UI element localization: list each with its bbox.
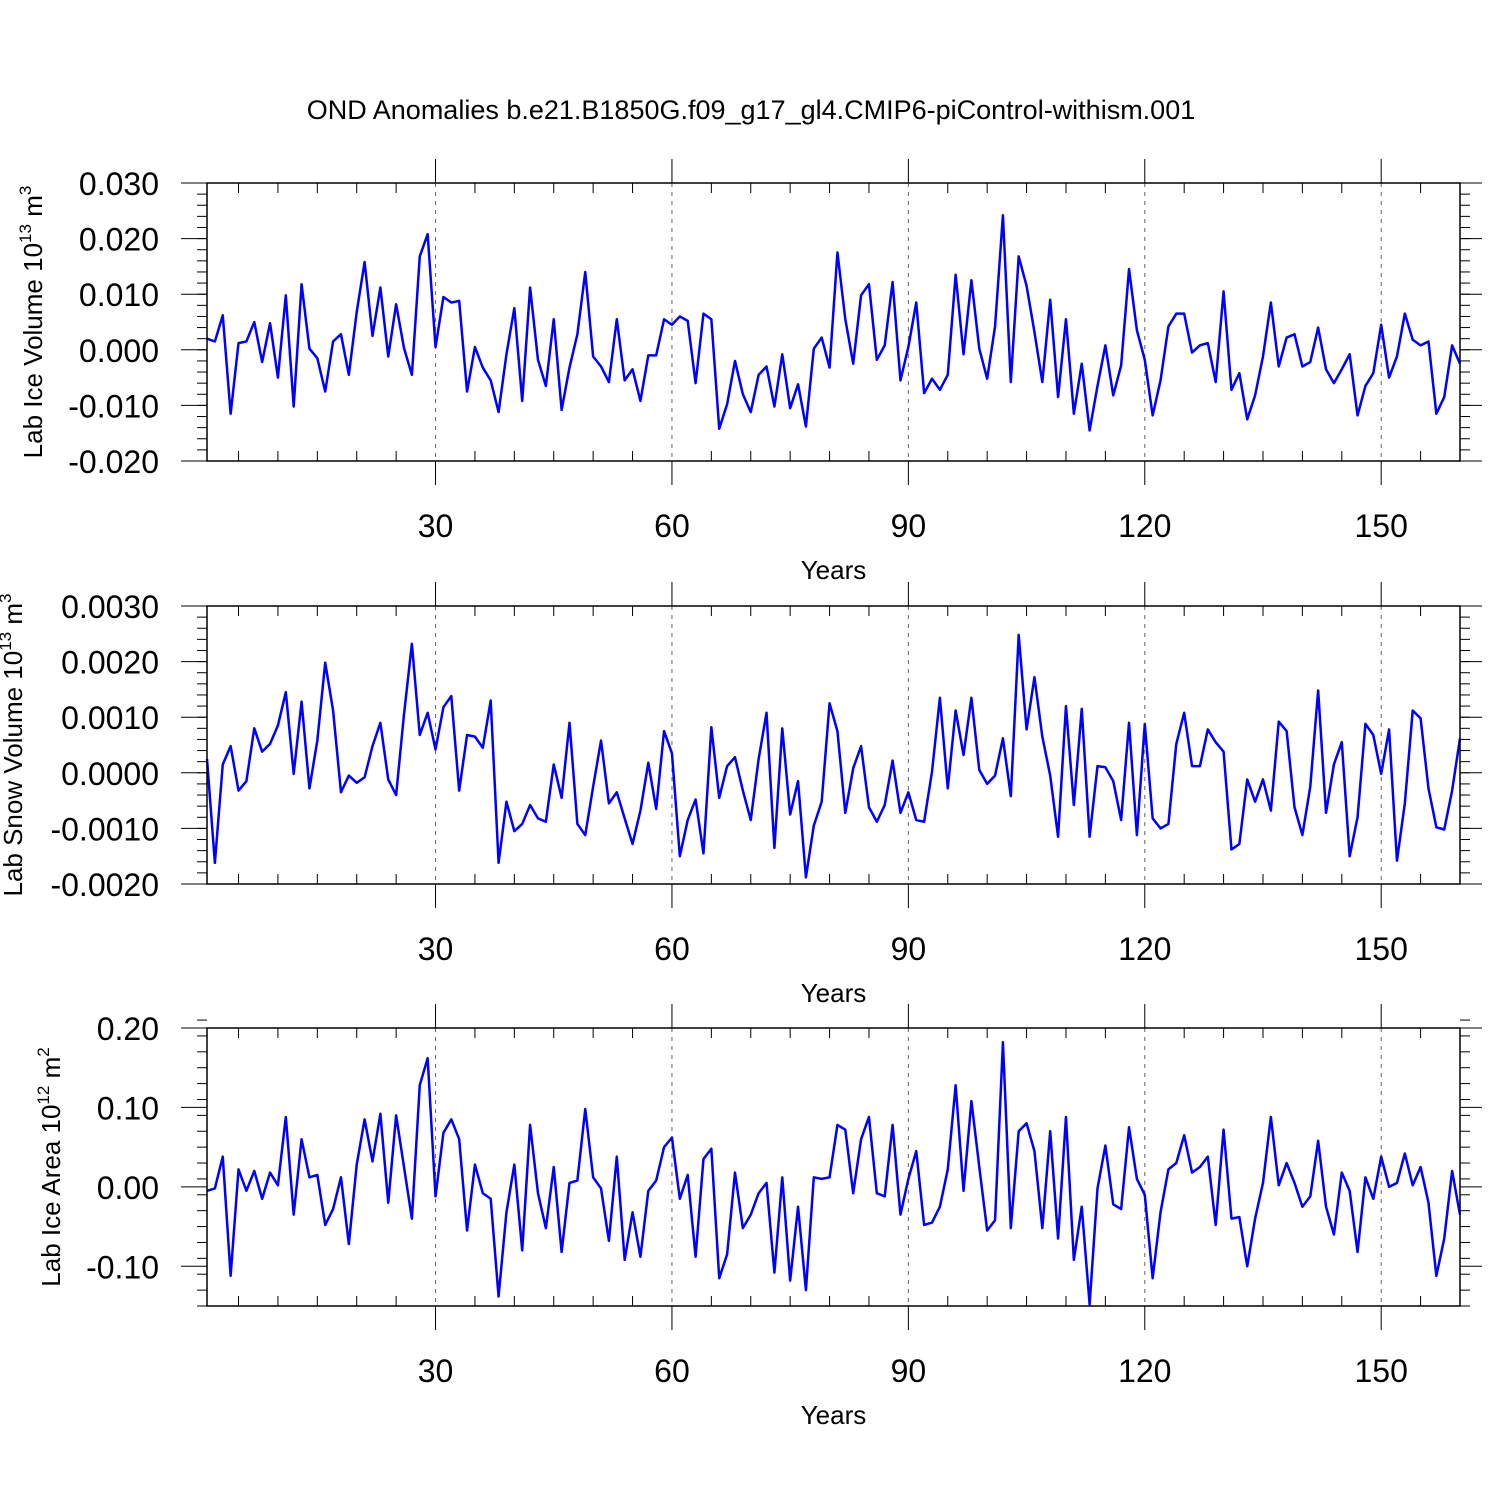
- chart-panel-3: 30 60 90 120 150 -0.10 0.00 0.10 0.20 Years Lab Ic…: [25, 1004, 1482, 1430]
- data-series-line: [206, 214, 1462, 432]
- x-axis-title: Years: [801, 978, 867, 1008]
- y-axis-unit-symbol: m: [18, 195, 48, 217]
- x-tick-label: 150: [1354, 1353, 1407, 1389]
- x-tick-label: 90: [891, 508, 927, 544]
- y-tick-label: 0.0020: [61, 645, 159, 681]
- chart-panel-2: 30 60 90 120 150 -0.0020 -0.0010 0.0000 0.0010 0.…: [0, 582, 1482, 1008]
- y-tick-label: -0.010: [68, 388, 159, 424]
- y-axis-unit-symbol: m: [0, 603, 28, 625]
- plot-frame: [206, 605, 1461, 885]
- x-tick-label: 120: [1118, 508, 1171, 544]
- x-axis-title: Years: [801, 1400, 867, 1430]
- x-tick-label: 60: [654, 931, 690, 967]
- y-axis-title: Lab Snow Volume 1013 m3: [0, 593, 28, 896]
- y-axis-title: Lab Ice Area 1012 m2: [25, 1047, 66, 1286]
- x-tick-label: 150: [1354, 508, 1407, 544]
- x-tick-label: 60: [654, 1353, 690, 1389]
- main-title: OND Anomalies b.e21.B1850G.f09_g17_gl4.C…: [307, 95, 1195, 125]
- y-axis-unit-power: 3: [0, 593, 15, 602]
- y-tick-label: -0.020: [68, 444, 159, 480]
- y-tick-label: -0.0010: [50, 811, 159, 847]
- y-axis-title-name: Lab Snow Volume: [0, 687, 28, 897]
- plot-frame: [206, 1027, 1461, 1307]
- y-tick-label: -0.0020: [50, 867, 159, 903]
- y-axis-unit-power: 2: [34, 1047, 53, 1056]
- y-axis-unit-base: 10: [18, 243, 48, 272]
- y-axis-unit-exponent: 13: [16, 224, 35, 243]
- y-tick-label: 0.10: [97, 1090, 159, 1126]
- x-axis-title: Years: [801, 555, 867, 585]
- y-axis-title-name: Lab Ice Area: [36, 1140, 66, 1287]
- x-tick-label: 30: [418, 1353, 454, 1389]
- y-axis-unit-exponent: 12: [34, 1086, 53, 1105]
- y-tick-label: 0.010: [79, 277, 159, 313]
- y-tick-label: -0.10: [86, 1249, 159, 1285]
- x-tick-label: 120: [1118, 1353, 1171, 1389]
- x-tick-label: 30: [418, 508, 454, 544]
- y-tick-label: 0.20: [97, 1011, 159, 1047]
- y-axis-unit-power: 3: [16, 186, 35, 195]
- data-series-line: [206, 1041, 1462, 1306]
- y-tick-label: 0.0030: [61, 589, 159, 625]
- y-axis-unit-base: 10: [0, 651, 28, 680]
- x-tick-label: 90: [891, 1353, 927, 1389]
- y-tick-label: 0.020: [79, 222, 159, 258]
- y-tick-label: 0.0010: [61, 700, 159, 736]
- x-tick-label: 150: [1354, 931, 1407, 967]
- y-axis-unit-exponent: 13: [0, 632, 15, 651]
- x-tick-label: 60: [654, 508, 690, 544]
- y-tick-label: 0.0000: [61, 756, 159, 792]
- y-axis-unit-base: 10: [36, 1105, 66, 1134]
- plot-frame: [206, 182, 1461, 462]
- data-series-line: [205, 633, 1462, 879]
- x-tick-label: 30: [418, 931, 454, 967]
- y-axis-title: Lab Ice Volume 1013 m3: [7, 186, 48, 459]
- x-tick-label: 90: [891, 931, 927, 967]
- y-tick-label: 0.030: [79, 166, 159, 202]
- y-axis-unit-symbol: m: [36, 1057, 66, 1079]
- panels: 30 60 90 120 150 -0.020 -0.010 0.000 0.010 0.020 0…: [0, 159, 1482, 1430]
- y-tick-label: 0.000: [79, 333, 159, 369]
- chart-panel-1: 30 60 90 120 150 -0.020 -0.010 0.000 0.010 0.020 0…: [7, 159, 1482, 585]
- x-tick-label: 120: [1118, 931, 1171, 967]
- y-tick-label: 0.00: [97, 1170, 159, 1206]
- y-axis-title-name: Lab Ice Volume: [18, 279, 48, 458]
